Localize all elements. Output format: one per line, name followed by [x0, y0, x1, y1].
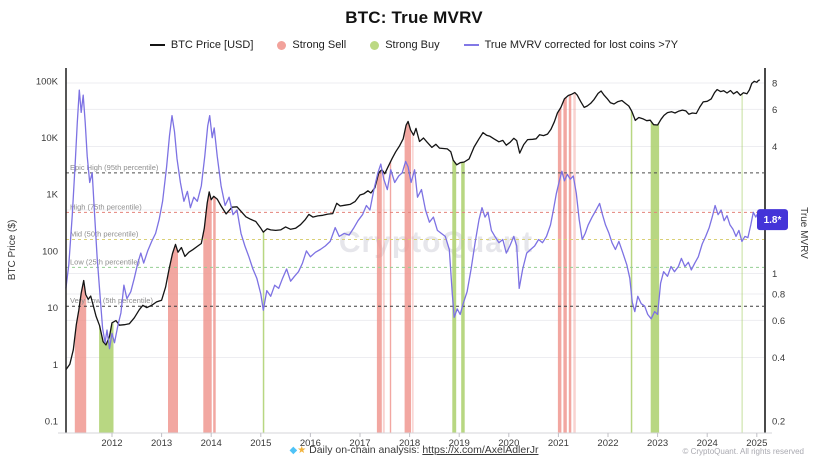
strong-buy-band [461, 161, 465, 433]
strong-sell-band [74, 284, 87, 433]
left-axis-tick-label: 0.1 [45, 417, 58, 428]
strong-sell-band [557, 106, 562, 433]
x-axis-tick-label: 2016 [300, 438, 321, 449]
strong-sell-band [389, 160, 392, 434]
x-axis-tick-label: 2021 [548, 438, 569, 449]
diamond-emoji: ◆ [289, 445, 298, 456]
right-axis-tick-label: 0.2 [772, 417, 785, 428]
strong-sell-band [568, 94, 572, 434]
strong-buy-band [630, 109, 633, 433]
right-axis-title: True MVRV [798, 207, 809, 259]
strong-sell-band [573, 92, 576, 433]
x-axis-tick-label: 2013 [151, 438, 172, 449]
strong-buy-band [452, 156, 457, 433]
threshold-label: Very Low (5th percentile) [70, 296, 153, 305]
threshold-label: Mid (50th percentile) [70, 229, 139, 238]
x-axis-tick-label: 2014 [201, 438, 222, 449]
left-axis-title: BTC Price ($) [7, 220, 18, 281]
legend-dot-swatch [370, 40, 380, 50]
legend-item-1: Strong Sell [277, 39, 346, 51]
legend-label: Strong Buy [385, 39, 440, 51]
x-axis-tick-label: 2024 [697, 438, 718, 449]
strong-sell-band [203, 193, 212, 433]
right-axis-tick-label: 0.4 [772, 353, 785, 364]
footer: ◆★ Daily on-chain analysis: https://x.co… [0, 444, 828, 456]
strong-buy-band [650, 120, 660, 434]
threshold-label: High (75th percentile) [70, 202, 142, 211]
right-axis-tick-label: 4 [772, 142, 777, 153]
chart-legend: BTC Price [USD] Strong Sell Strong Buy True… [0, 39, 828, 51]
right-axis-tick-label: 0.8 [772, 289, 785, 300]
current-mvrv-badge [757, 209, 788, 231]
current-mvrv-badge-label: 1.8* [764, 215, 782, 226]
legend-label: Strong Sell [292, 39, 347, 51]
strong-sell-band [168, 247, 178, 433]
legend-label: BTC Price [USD] [170, 39, 254, 51]
threshold-label: Low (25th percentile) [70, 257, 141, 266]
page-title: BTC: True MVRV [345, 8, 483, 27]
footer-text: Daily on-chain analysis: [309, 444, 420, 456]
right-axis-tick-label: 0.6 [772, 316, 785, 327]
left-axis-tick-label: 10K [41, 133, 59, 144]
x-axis-tick-label: 2018 [399, 438, 420, 449]
x-axis-tick-label: 2022 [597, 438, 618, 449]
x-axis-tick-label: 2020 [498, 438, 519, 449]
x-axis-tick-label: 2015 [250, 438, 271, 449]
left-axis-tick-label: 100 [42, 246, 58, 257]
strong-sell-band [376, 169, 382, 433]
strong-sell-band [382, 171, 385, 433]
right-axis-tick-label: 8 [772, 78, 777, 89]
raised-hands-emoji: ★ [297, 445, 307, 456]
legend-label: True MVRV corrected for lost coins >7Y [484, 39, 679, 51]
left-axis-tick-label: 1K [46, 190, 58, 201]
legend-line-swatch [463, 44, 479, 46]
left-axis-tick-label: 1 [53, 360, 58, 371]
strong-sell-band [404, 121, 412, 434]
btc-price-line [65, 79, 761, 371]
x-axis-tick-label: 2025 [746, 438, 767, 449]
legend-item-3: True MVRV corrected for lost coins >7Y [463, 39, 679, 51]
strong-sell-band [213, 196, 216, 433]
strong-buy-band [262, 231, 265, 433]
x-axis-tick-label: 2019 [449, 438, 470, 449]
legend-item-2: Strong Buy [370, 39, 440, 51]
footer-link[interactable]: https://x.com/AxelAdlerJr [422, 444, 539, 456]
legend-dot-swatch [277, 40, 287, 50]
right-axis-tick-label: 6 [772, 105, 777, 116]
x-axis-tick-label: 2017 [349, 438, 370, 449]
right-axis-tick-label: 1 [772, 269, 777, 280]
x-axis-tick-label: 2023 [647, 438, 668, 449]
left-axis-tick-label: 100K [36, 76, 59, 87]
threshold-label: Epic High (95th percentile) [70, 163, 159, 172]
strong-sell-band [563, 96, 567, 434]
legend-line-swatch [149, 44, 165, 46]
left-axis-tick-label: 10 [47, 303, 58, 314]
strong-buy-band [741, 93, 743, 433]
copyright-text: © CryptoQuant. All rights reserved [682, 447, 805, 456]
strong-sell-band [412, 132, 414, 433]
x-axis-tick-label: 2012 [101, 438, 122, 449]
strong-buy-band [99, 322, 114, 433]
mvrv-line [65, 89, 762, 350]
legend-item-0: BTC Price [USD] [149, 39, 254, 51]
